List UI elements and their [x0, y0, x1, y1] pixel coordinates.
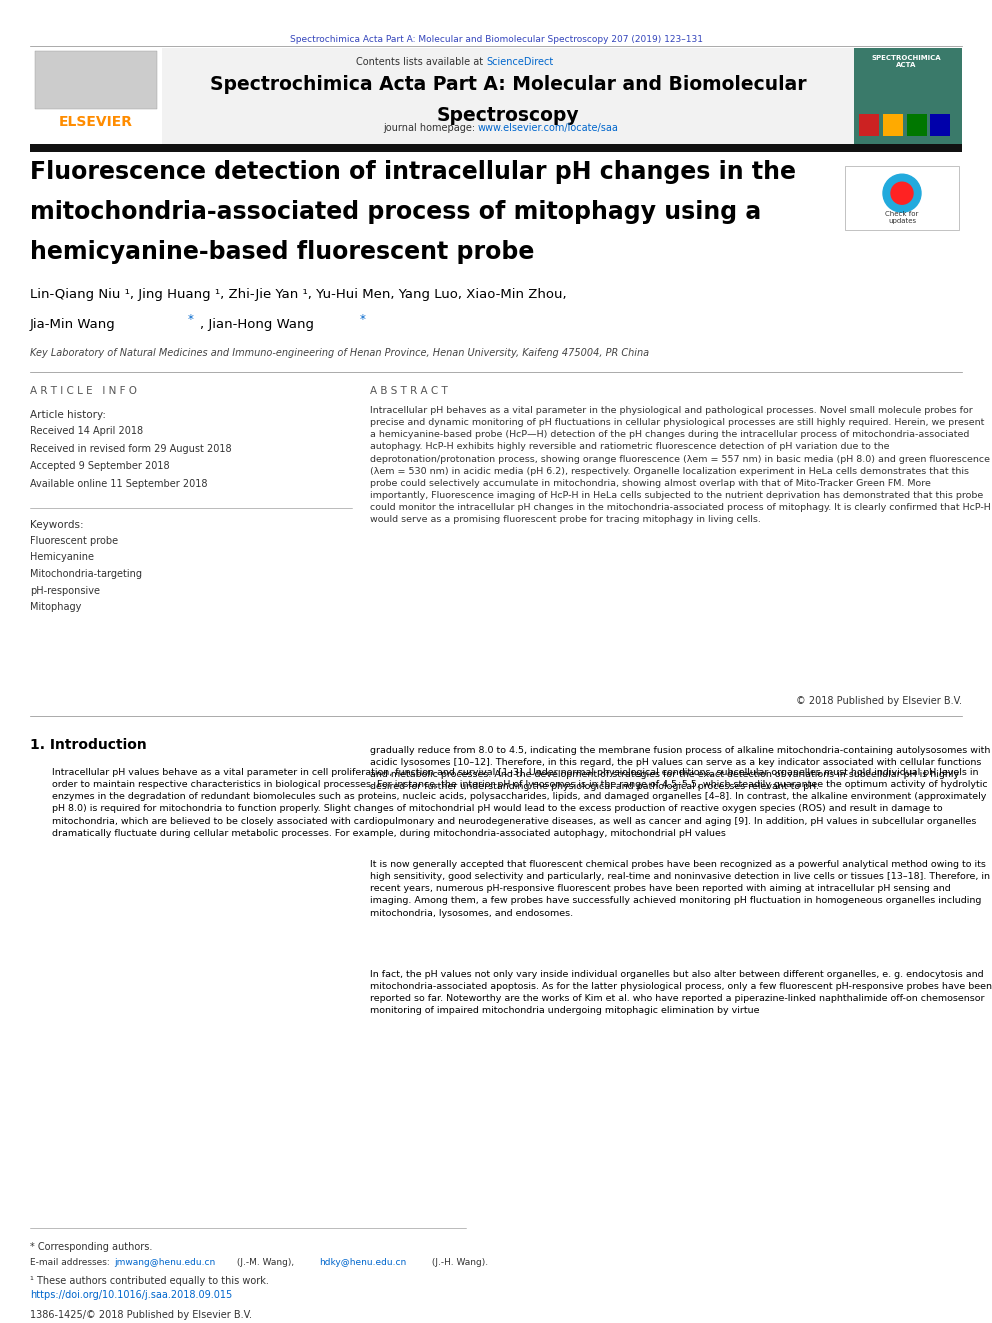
- Text: E-mail addresses:: E-mail addresses:: [30, 1258, 113, 1267]
- Bar: [883, 114, 903, 136]
- Bar: [30, 48, 162, 144]
- Text: Mitophagy: Mitophagy: [30, 602, 81, 613]
- FancyBboxPatch shape: [845, 165, 959, 230]
- Text: Spectrochimica Acta Part A: Molecular and Biomolecular: Spectrochimica Acta Part A: Molecular an…: [209, 75, 806, 94]
- Text: SPECTROCHIMICA
ACTA: SPECTROCHIMICA ACTA: [871, 56, 940, 67]
- Text: Keywords:: Keywords:: [30, 520, 83, 531]
- Text: In fact, the pH values not only vary inside individual organelles but also alter: In fact, the pH values not only vary ins…: [370, 970, 992, 1016]
- Text: https://doi.org/10.1016/j.saa.2018.09.015: https://doi.org/10.1016/j.saa.2018.09.01…: [30, 1290, 232, 1301]
- Text: It is now generally accepted that fluorescent chemical probes have been recogniz: It is now generally accepted that fluore…: [370, 860, 990, 918]
- Text: Jia-Min Wang: Jia-Min Wang: [30, 318, 120, 331]
- Text: Accepted 9 September 2018: Accepted 9 September 2018: [30, 460, 170, 471]
- Text: Key Laboratory of Natural Medicines and Immuno-engineering of Henan Province, He: Key Laboratory of Natural Medicines and …: [30, 348, 649, 359]
- Text: journal homepage:: journal homepage:: [383, 123, 478, 134]
- Text: *: *: [360, 314, 366, 325]
- Text: *: *: [188, 314, 193, 325]
- Circle shape: [883, 175, 921, 212]
- Text: hdky@henu.edu.cn: hdky@henu.edu.cn: [319, 1258, 407, 1267]
- Text: * Corresponding authors.: * Corresponding authors.: [30, 1242, 153, 1252]
- Text: Received in revised form 29 August 2018: Received in revised form 29 August 2018: [30, 443, 231, 454]
- Text: Intracellular pH behaves as a vital parameter in the physiological and pathologi: Intracellular pH behaves as a vital para…: [370, 406, 991, 524]
- Bar: [854, 48, 962, 144]
- Text: Intracellular pH values behave as a vital parameter in cell proliferation, funct: Intracellular pH values behave as a vita…: [52, 767, 988, 837]
- Text: A B S T R A C T: A B S T R A C T: [370, 386, 447, 396]
- Text: , Jian-Hong Wang: , Jian-Hong Wang: [200, 318, 318, 331]
- Text: ¹ These authors contributed equally to this work.: ¹ These authors contributed equally to t…: [30, 1275, 269, 1286]
- Text: (J.-H. Wang).: (J.-H. Wang).: [429, 1258, 488, 1267]
- Text: Mitochondria-targeting: Mitochondria-targeting: [30, 569, 142, 579]
- Text: Article history:: Article history:: [30, 410, 106, 419]
- Text: © 2018 Published by Elsevier B.V.: © 2018 Published by Elsevier B.V.: [796, 696, 962, 706]
- Text: mitochondria-associated process of mitophagy using a: mitochondria-associated process of mitop…: [30, 200, 761, 224]
- Text: Check for
updates: Check for updates: [885, 212, 919, 224]
- Text: ELSEVIER: ELSEVIER: [59, 115, 133, 130]
- Bar: [859, 114, 879, 136]
- Bar: [907, 114, 927, 136]
- Text: A R T I C L E   I N F O: A R T I C L E I N F O: [30, 386, 137, 396]
- Text: Fluorescent probe: Fluorescent probe: [30, 536, 118, 546]
- Text: Lin-Qiang Niu ¹, Jing Huang ¹, Zhi-Jie Yan ¹, Yu-Hui Men, Yang Luo, Xiao-Min Zho: Lin-Qiang Niu ¹, Jing Huang ¹, Zhi-Jie Y…: [30, 288, 566, 302]
- Text: (J.-M. Wang),: (J.-M. Wang),: [234, 1258, 297, 1267]
- Bar: [30, 144, 962, 152]
- Text: Contents lists available at: Contents lists available at: [356, 57, 486, 67]
- Text: 1. Introduction: 1. Introduction: [30, 738, 147, 751]
- Circle shape: [891, 183, 913, 204]
- Text: pH-responsive: pH-responsive: [30, 586, 100, 595]
- Text: ScienceDirect: ScienceDirect: [486, 57, 554, 67]
- Bar: [930, 114, 950, 136]
- Bar: [162, 48, 854, 144]
- Bar: [35, 52, 157, 108]
- Text: hemicyanine-based fluorescent probe: hemicyanine-based fluorescent probe: [30, 239, 535, 265]
- Text: 1386-1425/© 2018 Published by Elsevier B.V.: 1386-1425/© 2018 Published by Elsevier B…: [30, 1310, 252, 1320]
- Text: Fluorescence detection of intracellular pH changes in the: Fluorescence detection of intracellular …: [30, 160, 796, 184]
- Text: Spectrochimica Acta Part A: Molecular and Biomolecular Spectroscopy 207 (2019) 1: Spectrochimica Acta Part A: Molecular an…: [290, 34, 702, 44]
- Text: gradually reduce from 8.0 to 4.5, indicating the membrane fusion process of alka: gradually reduce from 8.0 to 4.5, indica…: [370, 746, 990, 791]
- Text: jmwang@henu.edu.cn: jmwang@henu.edu.cn: [114, 1258, 215, 1267]
- Text: Available online 11 September 2018: Available online 11 September 2018: [30, 479, 207, 488]
- Text: Hemicyanine: Hemicyanine: [30, 553, 94, 562]
- Text: www.elsevier.com/locate/saa: www.elsevier.com/locate/saa: [478, 123, 619, 134]
- Text: Spectroscopy: Spectroscopy: [436, 106, 579, 124]
- Text: Received 14 April 2018: Received 14 April 2018: [30, 426, 143, 437]
